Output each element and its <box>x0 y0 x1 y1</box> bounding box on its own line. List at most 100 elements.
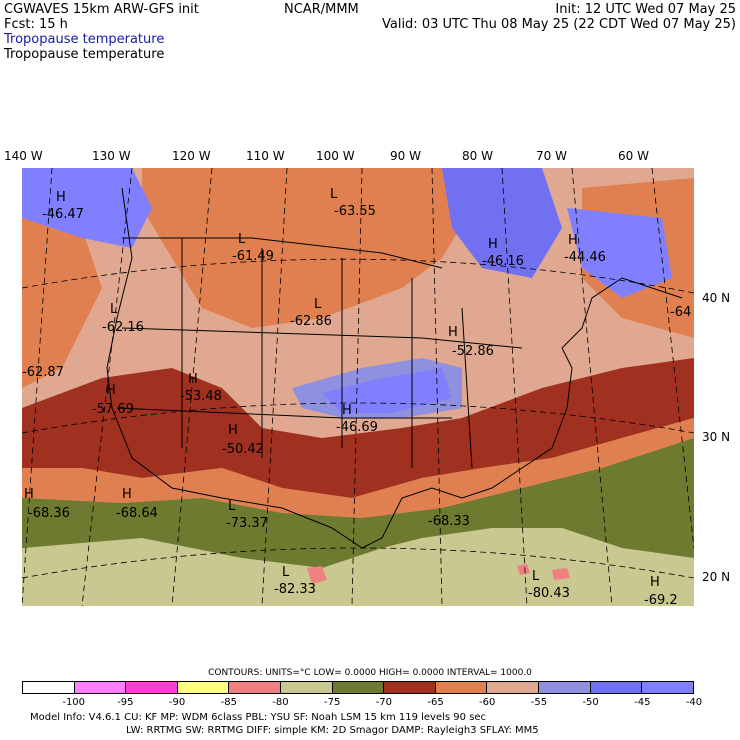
colorbar-swatch <box>590 682 643 693</box>
shade-band-60 <box>22 208 102 388</box>
center-value: -62.16 <box>102 320 144 335</box>
shade-band-80 <box>552 568 570 580</box>
tropopause-temperature-map: H -46.47 L -63.55 L -61.49 H -46.16 H -4… <box>22 168 694 606</box>
lat-label: 20 N <box>702 570 731 584</box>
model-info-line1: Model Info: V4.6.1 CU: KF MP: WDM 6class… <box>30 712 487 723</box>
contour-info: CONTOURS: UNITS=°C LOW= 0.0000 HIGH= 0.0… <box>0 668 740 678</box>
center-value: -46.47 <box>42 207 84 222</box>
shade-band-45 <box>322 368 452 413</box>
graticule <box>22 168 694 606</box>
colorbar-swatch <box>74 682 127 693</box>
center-type: H <box>188 372 198 387</box>
center-type: L <box>110 302 118 317</box>
shade-band-80 <box>517 564 530 575</box>
lon-label: 140 W <box>4 149 43 163</box>
center-value: -64 <box>670 305 691 320</box>
colorbar-swatch <box>177 682 230 693</box>
boundaries <box>106 187 683 549</box>
colorbar-tick-label: -50 <box>582 697 599 708</box>
colorbar-tick-label: -65 <box>427 697 444 708</box>
center-value: -82.33 <box>274 582 316 597</box>
shade-band-60 <box>142 168 472 328</box>
lon-label: 90 W <box>390 149 421 163</box>
center-value: -68.33 <box>428 514 470 529</box>
center-value: -68.36 <box>28 506 70 521</box>
colorbar-swatch <box>487 682 540 693</box>
colorbar-tick-label: -75 <box>323 697 341 708</box>
center-type: H <box>24 487 34 502</box>
center-value: -80.43 <box>528 586 570 601</box>
colorbar-tick-label: -40 <box>685 697 703 708</box>
center-type: H <box>228 423 238 438</box>
lon-label: 130 W <box>92 149 131 163</box>
center-type: H <box>488 237 498 252</box>
colorbar-swatch <box>435 682 488 693</box>
lon-label: 80 W <box>462 149 493 163</box>
center-value: -50.42 <box>222 442 264 457</box>
shade-band-45 <box>442 168 562 278</box>
center-type: H <box>568 233 578 248</box>
valid-time: Valid: 03 UTC Thu 08 May 25 (22 CDT Wed … <box>381 17 736 32</box>
center-type: L <box>282 565 290 580</box>
colorbar-tick-label: -45 <box>634 697 651 708</box>
institution: NCAR/MMM <box>284 2 359 17</box>
colorbar-tick-label: -70 <box>375 697 393 708</box>
center-type: H <box>448 325 458 340</box>
lon-label: 100 W <box>316 149 355 163</box>
colorbar-swatch <box>23 682 75 693</box>
colorbar-tick-label: -90 <box>168 697 186 708</box>
center-value: -52.86 <box>452 344 494 359</box>
header-left: CGWAVES 15km ARW-GFS init Fcst: 15 h Tro… <box>4 2 199 62</box>
contour-line: CONTOURS: UNITS=°C LOW= 0.0000 HIGH= 0.0… <box>208 668 532 678</box>
init-time: Init: 12 UTC Wed 07 May 25 <box>555 2 736 17</box>
header-right: Init: 12 UTC Wed 07 May 25 Valid: 03 UTC… <box>382 2 736 32</box>
center-value: -46.69 <box>336 420 378 435</box>
colorbar-tick-label: -85 <box>220 697 237 708</box>
center-type: H <box>122 487 132 502</box>
shade-band-45 <box>567 208 672 298</box>
lon-label: 70 W <box>536 149 567 163</box>
center-type: L <box>314 297 322 312</box>
model-title: CGWAVES 15km ARW-GFS init <box>4 2 199 17</box>
shade-band-75 <box>22 528 694 606</box>
colorbar-tick-label: -55 <box>530 697 548 708</box>
field-title-black: Tropopause temperature <box>4 47 165 62</box>
center-type: L <box>532 569 540 584</box>
lat-label: 40 N <box>702 291 731 305</box>
center-value: -63.55 <box>334 204 376 219</box>
shade-band-45 <box>22 168 152 248</box>
colorbar <box>22 681 694 694</box>
colorbar-swatch <box>642 682 693 693</box>
colorbar-tick-label: -100 <box>62 697 86 708</box>
center-value: -61.49 <box>232 249 274 264</box>
center-value: -57.69 <box>92 402 134 417</box>
center-value: -53.48 <box>180 389 222 404</box>
center-value: -68.64 <box>116 506 158 521</box>
shade-band-65 <box>22 358 694 498</box>
center-type: H <box>106 383 116 398</box>
colorbar-swatch <box>332 682 385 693</box>
pressure-centers: H -46.47 L -63.55 L -61.49 H -46.16 H -4… <box>22 187 691 606</box>
colorbar-tick-label: -60 <box>479 697 496 708</box>
colorbar-swatch <box>384 682 436 693</box>
forecast-hour: Fcst: 15 h <box>4 17 68 32</box>
colorbar-tick-label: -80 <box>272 697 289 708</box>
lon-label: 110 W <box>246 149 285 163</box>
center-type: L <box>228 499 236 514</box>
center-value: -69.2 <box>644 593 678 606</box>
colorbar-swatch <box>281 682 333 693</box>
colorbar-swatch <box>126 682 178 693</box>
model-info-line2: LW: RRTMG SW: RRTMG DIFF: simple KM: 2D … <box>126 725 539 736</box>
shade-band-60 <box>22 418 694 518</box>
center-value: -44.46 <box>564 250 606 265</box>
center-value: -62.86 <box>290 314 332 329</box>
center-value: -46.16 <box>482 254 524 269</box>
center-type: L <box>238 232 246 247</box>
center-value: -62.87 <box>22 365 64 380</box>
center-type: H <box>650 575 660 590</box>
lon-label: 60 W <box>618 149 649 163</box>
shade-band-80 <box>307 566 327 584</box>
center-type: H <box>342 403 352 418</box>
colorbar-swatch <box>539 682 591 693</box>
center-value: -73.37 <box>226 516 268 531</box>
